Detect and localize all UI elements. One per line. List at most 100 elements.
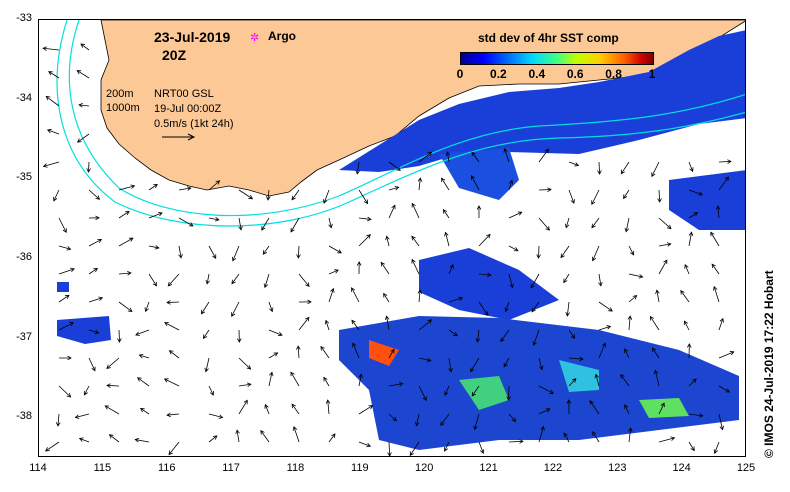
current-arrow bbox=[298, 273, 310, 287]
current-arrow bbox=[167, 413, 180, 416]
current-arrow bbox=[264, 404, 270, 415]
current-arrow-head bbox=[427, 151, 433, 157]
current-arrow bbox=[508, 440, 524, 443]
current-arrow bbox=[386, 236, 390, 247]
current-arrow bbox=[88, 161, 90, 173]
current-arrow bbox=[291, 189, 300, 201]
isobath-200-label: 200m bbox=[106, 88, 134, 100]
current-arrow-head bbox=[262, 250, 268, 255]
current-arrow-head bbox=[471, 175, 476, 180]
current-arrow bbox=[504, 148, 510, 163]
current-arrow bbox=[418, 290, 421, 303]
current-arrow-head bbox=[166, 412, 171, 418]
current-arrow-head bbox=[167, 281, 173, 287]
colorbar-tick-label: 0.4 bbox=[528, 67, 546, 81]
current-arrow-head bbox=[83, 390, 88, 396]
current-arrow bbox=[478, 234, 491, 247]
current-arrow-head bbox=[42, 46, 47, 51]
colorbar-title: std dev of 4hr SST comp bbox=[478, 31, 619, 45]
current-arrow-head bbox=[426, 357, 432, 363]
isobath-1000-line bbox=[56, 20, 745, 227]
current-arrow-head bbox=[624, 404, 629, 409]
current-arrow-head bbox=[163, 378, 169, 383]
current-arrow bbox=[166, 301, 180, 303]
current-arrow bbox=[328, 269, 339, 275]
current-arrow-head bbox=[632, 295, 638, 300]
current-arrow bbox=[323, 377, 330, 387]
current-arrow bbox=[388, 186, 399, 191]
current-arrow-head bbox=[356, 261, 362, 266]
current-arrow bbox=[118, 272, 131, 275]
current-arrow bbox=[135, 329, 150, 336]
current-arrow-head bbox=[571, 378, 577, 383]
current-arrow-head bbox=[94, 329, 100, 335]
x-tick-label: 120 bbox=[414, 462, 434, 474]
current-arrow bbox=[58, 322, 74, 331]
current-arrow-head bbox=[366, 442, 372, 448]
current-arrow bbox=[688, 189, 703, 196]
current-arrow-head bbox=[55, 422, 61, 427]
current-arrow bbox=[260, 430, 270, 443]
current-arrow-head bbox=[215, 180, 221, 185]
current-arrow-head bbox=[686, 343, 692, 348]
current-arrow-head bbox=[601, 342, 607, 348]
current-arrow-head bbox=[653, 369, 659, 375]
x-tick-label: 121 bbox=[479, 462, 498, 474]
current-arrow bbox=[500, 329, 510, 342]
current-arrow-head bbox=[563, 432, 568, 438]
current-arrow-head bbox=[328, 223, 333, 229]
current-arrow bbox=[471, 385, 480, 397]
current-arrow-head bbox=[144, 307, 149, 313]
current-arrow-head bbox=[64, 294, 70, 300]
current-arrow bbox=[471, 175, 480, 191]
current-arrow bbox=[208, 180, 220, 191]
y-tick-label: -33 bbox=[16, 12, 32, 24]
current-arrow-head bbox=[231, 312, 236, 317]
current-arrow-head bbox=[158, 211, 163, 217]
current-arrow bbox=[598, 161, 600, 175]
current-arrow-head bbox=[62, 228, 67, 234]
current-arrow-head bbox=[127, 307, 133, 313]
current-arrow-head bbox=[238, 225, 243, 231]
current-arrow bbox=[448, 297, 463, 303]
current-arrow bbox=[109, 434, 120, 443]
current-arrow-head bbox=[66, 246, 72, 251]
current-arrow bbox=[268, 301, 273, 312]
current-arrow bbox=[167, 273, 180, 287]
current-arrow-head bbox=[445, 151, 451, 157]
current-arrow bbox=[718, 161, 732, 163]
current-arrow bbox=[53, 189, 60, 201]
current-arrow-head bbox=[500, 337, 505, 343]
current-arrow-head bbox=[517, 211, 523, 216]
current-arrow bbox=[388, 205, 396, 219]
current-arrow-head bbox=[475, 338, 481, 343]
current-arrow-head bbox=[530, 283, 535, 289]
current-arrow-head bbox=[638, 274, 644, 279]
current-arrow bbox=[104, 405, 120, 415]
current-arrow bbox=[178, 245, 182, 258]
current-arrow-head bbox=[417, 289, 423, 294]
current-arrow-head bbox=[398, 381, 404, 387]
current-arrow-head bbox=[589, 400, 594, 405]
current-arrow bbox=[77, 133, 90, 143]
current-arrow-head bbox=[458, 296, 464, 302]
current-arrow-head bbox=[549, 389, 554, 394]
current-arrow bbox=[208, 413, 223, 418]
current-arrow bbox=[79, 438, 90, 443]
current-arrow bbox=[238, 217, 242, 230]
current-arrow-head bbox=[104, 405, 110, 410]
current-arrow bbox=[43, 161, 60, 167]
current-arrow bbox=[531, 301, 540, 313]
current-arrow bbox=[45, 96, 60, 107]
current-arrow-head bbox=[657, 198, 662, 203]
current-arrow-head bbox=[178, 253, 183, 259]
current-arrow-head bbox=[411, 235, 416, 241]
current-arrow bbox=[232, 245, 240, 261]
current-arrow bbox=[478, 301, 489, 316]
current-arrow bbox=[231, 301, 240, 317]
current-arrow-head bbox=[598, 281, 603, 287]
current-arrow-head bbox=[209, 390, 214, 396]
current-arrow bbox=[328, 245, 342, 254]
current-arrow bbox=[623, 189, 630, 199]
current-arrow bbox=[135, 439, 150, 443]
